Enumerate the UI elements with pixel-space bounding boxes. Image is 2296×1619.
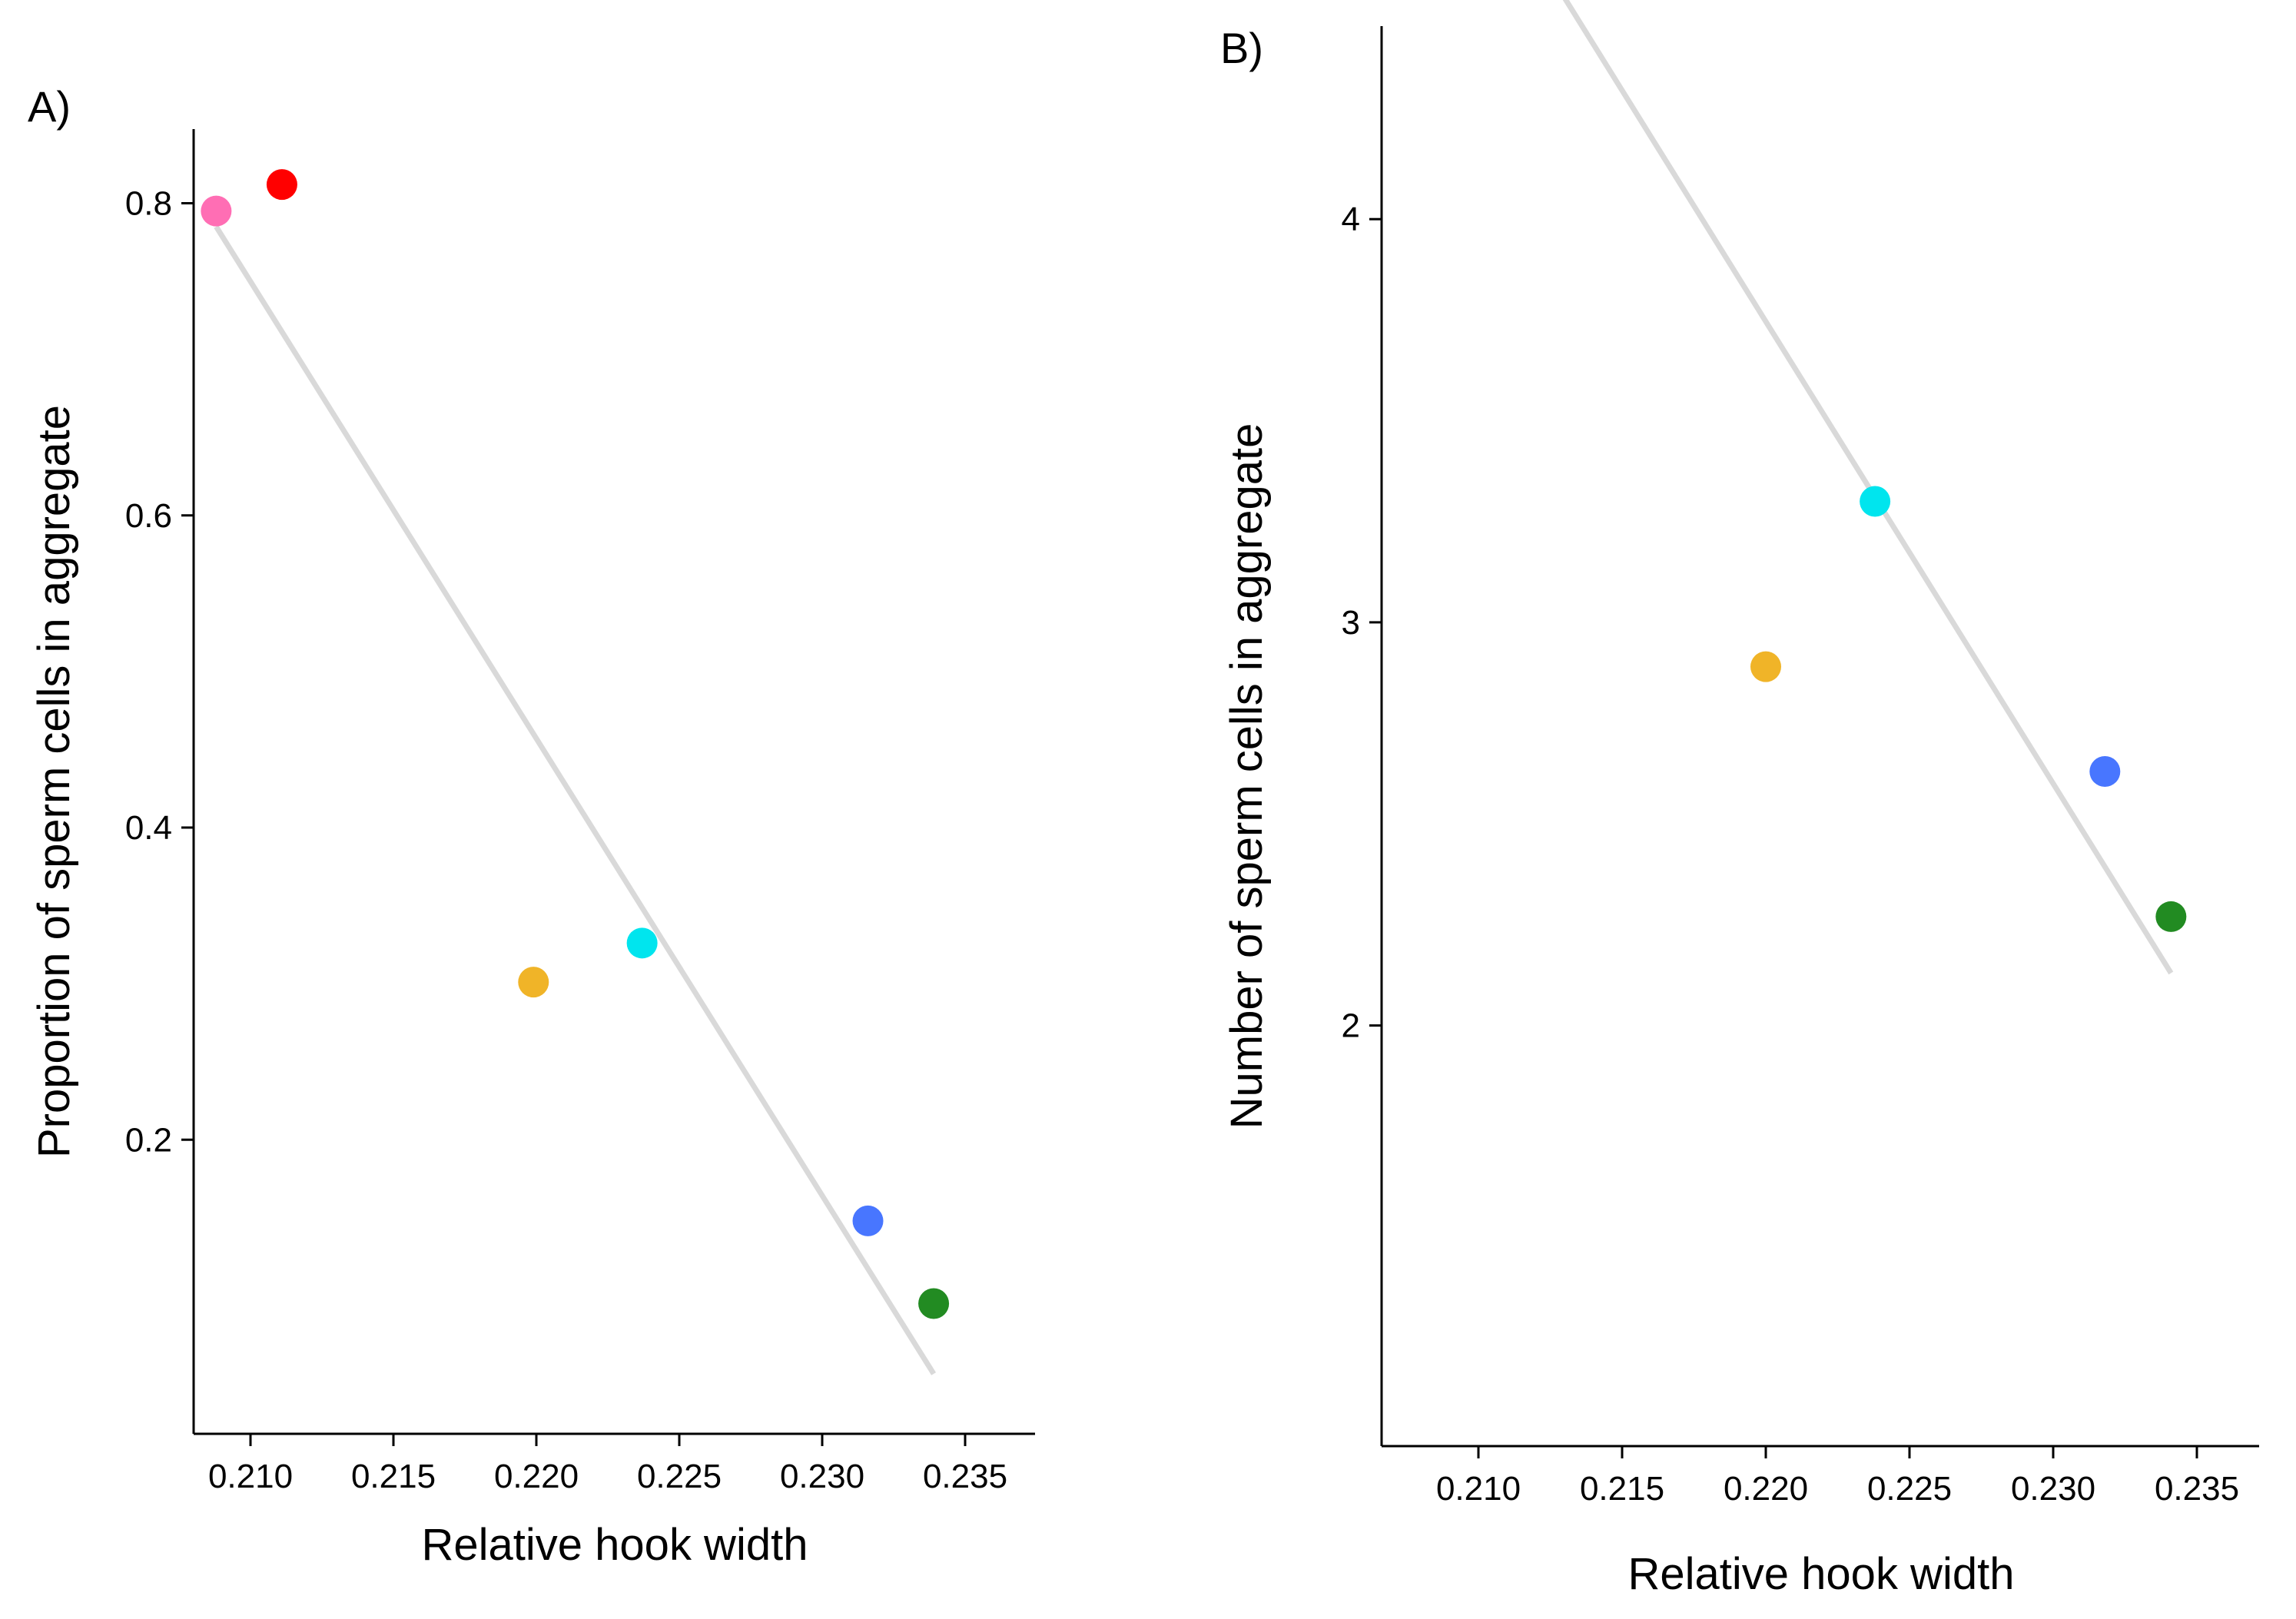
panel-a-x-tick-label: 0.220 [494,1458,579,1495]
panel-b-data-point [1860,486,1891,517]
panel-b-y-ticks: 2345 [1342,201,1382,1045]
panel-b-y-tick-label: 4 [1342,201,1360,238]
panel-a-data-point [852,1205,884,1236]
panel-a: A) Relative hook width Proportion of spe… [28,82,1035,1570]
panel-a-y-tick-label: 0.6 [125,497,172,535]
panel-a-y-tick-label: 0.2 [125,1121,172,1159]
panel-b-data-point [2155,901,2187,932]
panel-b-x-ticks: 0.210 0.215 0.220 0.225 0.230 0.235 [1436,1446,2239,1508]
panel-b-x-tick-label: 0.230 [2011,1470,2095,1508]
panel-a-fit-line [214,225,937,1375]
panel-a-data-point [626,927,658,959]
panel-b: B) Relative hook width Number of sperm c… [1220,0,2259,1599]
panel-a-data-point [918,1288,950,1319]
panel-b-fit [1562,0,2174,975]
panel-b-y-tick-label: 2 [1342,1007,1360,1045]
panel-a-y-tick-label: 0.4 [125,809,172,847]
panel-b-data-point [1750,651,1781,682]
panel-a-y-tick-label: 0.8 [125,185,172,223]
panel-b-x-axis-label: Relative hook width [1628,1549,2015,1599]
panel-a-x-tick-label: 0.235 [923,1458,1007,1495]
panel-a-data-point [518,967,549,998]
panel-b-label: B) [1220,24,1263,72]
panel-b-x-tick-label: 0.215 [1580,1470,1664,1508]
panel-a-x-tick-label: 0.210 [208,1458,293,1495]
panel-a-x-tick-label: 0.230 [780,1458,864,1495]
panel-a-x-ticks: 0.210 0.215 0.220 0.225 0.230 0.235 [208,1434,1007,1495]
panel-a-y-ticks: 0.2 0.4 0.6 0.8 [125,185,194,1159]
panel-b-data-point [2089,756,2121,788]
panel-a-x-tick-label: 0.215 [351,1458,436,1495]
panel-b-points [1750,486,2187,932]
panel-b-x-tick-label: 0.210 [1436,1470,1521,1508]
panel-a-data-point [201,195,232,227]
panel-b-y-axis-label: Number of sperm cells in aggregate [1222,423,1272,1130]
panel-a-x-axis-label: Relative hook width [422,1520,808,1570]
panel-b-fit-line [1562,0,2174,975]
panel-a-data-point [266,169,297,201]
panel-b-x-tick-label: 0.220 [1724,1470,1808,1508]
panel-b-x-tick-label: 0.235 [2155,1470,2239,1508]
panel-a-y-axis-label: Proportion of sperm cells in aggregate [29,405,79,1158]
panel-b-x-tick-label: 0.225 [1867,1470,1952,1508]
panel-a-x-tick-label: 0.225 [637,1458,722,1495]
panel-a-points [201,169,950,1319]
panel-b-y-tick-label: 3 [1342,604,1360,642]
panel-a-fit [214,225,937,1375]
panel-a-label: A) [28,82,71,131]
